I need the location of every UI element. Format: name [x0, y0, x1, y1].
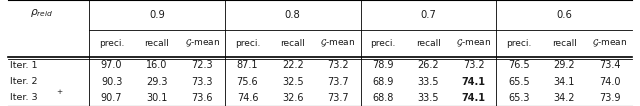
Text: 73.3: 73.3 — [191, 77, 213, 87]
Text: 73.6: 73.6 — [191, 93, 213, 103]
Text: 29.3: 29.3 — [146, 77, 168, 87]
Text: +: + — [56, 89, 63, 95]
Text: 74.1: 74.1 — [462, 93, 486, 103]
Text: 34.2: 34.2 — [554, 93, 575, 103]
Text: 29.2: 29.2 — [554, 60, 575, 70]
Text: 34.1: 34.1 — [554, 77, 575, 87]
Text: 97.0: 97.0 — [101, 60, 122, 70]
Text: 78.9: 78.9 — [372, 60, 394, 70]
Text: preci.: preci. — [99, 39, 124, 48]
Text: Iter. 1: Iter. 1 — [10, 61, 38, 70]
Text: preci.: preci. — [506, 39, 532, 48]
Text: 26.2: 26.2 — [418, 60, 440, 70]
Text: 90.7: 90.7 — [101, 93, 122, 103]
Text: 32.5: 32.5 — [282, 77, 303, 87]
Text: 73.2: 73.2 — [327, 60, 349, 70]
Text: 72.3: 72.3 — [191, 60, 213, 70]
Text: 16.0: 16.0 — [146, 60, 168, 70]
Text: 32.6: 32.6 — [282, 93, 303, 103]
Text: 33.5: 33.5 — [418, 77, 439, 87]
Text: $\rho_{\mathit{reid}}$: $\rho_{\mathit{reid}}$ — [30, 7, 53, 19]
Text: 65.3: 65.3 — [508, 93, 530, 103]
Text: Iter. 3: Iter. 3 — [10, 93, 38, 102]
Text: 74.0: 74.0 — [599, 77, 620, 87]
Text: 33.5: 33.5 — [418, 93, 439, 103]
Text: Iter. 2: Iter. 2 — [10, 77, 38, 86]
Text: 73.7: 73.7 — [327, 77, 349, 87]
Text: 0.8: 0.8 — [285, 10, 301, 20]
Text: 74.6: 74.6 — [237, 93, 258, 103]
Text: 68.8: 68.8 — [372, 93, 394, 103]
Text: 0.7: 0.7 — [420, 10, 436, 20]
Text: 73.2: 73.2 — [463, 60, 484, 70]
Text: 0.9: 0.9 — [149, 10, 165, 20]
Text: 73.7: 73.7 — [327, 93, 349, 103]
Text: preci.: preci. — [371, 39, 396, 48]
Text: 65.5: 65.5 — [508, 77, 530, 87]
Text: 30.1: 30.1 — [146, 93, 168, 103]
Text: $\mathcal{G}$-mean: $\mathcal{G}$-mean — [321, 38, 356, 49]
Text: 73.4: 73.4 — [599, 60, 620, 70]
Text: $\mathcal{G}$-mean: $\mathcal{G}$-mean — [592, 38, 627, 49]
Text: $\mathcal{G}$-mean: $\mathcal{G}$-mean — [184, 38, 220, 49]
Text: 0.6: 0.6 — [556, 10, 572, 20]
Text: 68.9: 68.9 — [372, 77, 394, 87]
Text: 73.9: 73.9 — [599, 93, 620, 103]
Text: 87.1: 87.1 — [237, 60, 258, 70]
Text: 74.1: 74.1 — [462, 77, 486, 87]
Text: recall: recall — [280, 39, 305, 48]
Text: $\mathcal{G}$-mean: $\mathcal{G}$-mean — [456, 38, 492, 49]
Text: recall: recall — [145, 39, 170, 48]
Text: recall: recall — [552, 39, 577, 48]
Text: 90.3: 90.3 — [101, 77, 122, 87]
Text: 76.5: 76.5 — [508, 60, 530, 70]
Text: recall: recall — [416, 39, 441, 48]
Text: preci.: preci. — [235, 39, 260, 48]
Text: 22.2: 22.2 — [282, 60, 303, 70]
Text: 75.6: 75.6 — [237, 77, 259, 87]
